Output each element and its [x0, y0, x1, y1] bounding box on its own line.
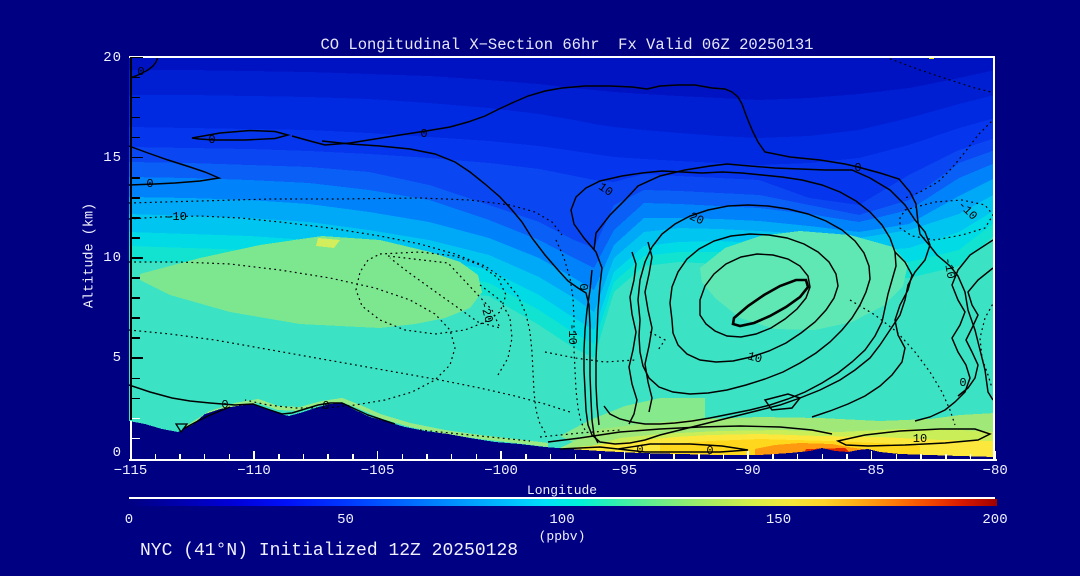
svg-text:0: 0 [208, 133, 215, 147]
svg-text:-10: -10 [165, 210, 187, 224]
svg-text:0: 0 [636, 443, 643, 457]
svg-text:0: 0 [322, 399, 329, 413]
svg-text:20: 20 [687, 210, 706, 229]
svg-text:0: 0 [137, 65, 144, 79]
svg-text:-10: -10 [940, 256, 958, 280]
svg-text:10: 10 [913, 432, 927, 446]
svg-text:-20: -20 [476, 300, 495, 324]
svg-text:10: 10 [746, 349, 764, 366]
svg-text:0: 0 [959, 376, 966, 390]
svg-text:10: 10 [596, 180, 616, 200]
svg-text:0: 0 [854, 161, 861, 175]
svg-text:-10: -10 [565, 323, 579, 345]
svg-text:0: 0 [221, 398, 228, 412]
svg-text:0: 0 [706, 444, 713, 458]
svg-text:0: 0 [420, 127, 427, 141]
svg-text:0: 0 [146, 177, 153, 191]
svg-text:0: 0 [576, 283, 590, 290]
